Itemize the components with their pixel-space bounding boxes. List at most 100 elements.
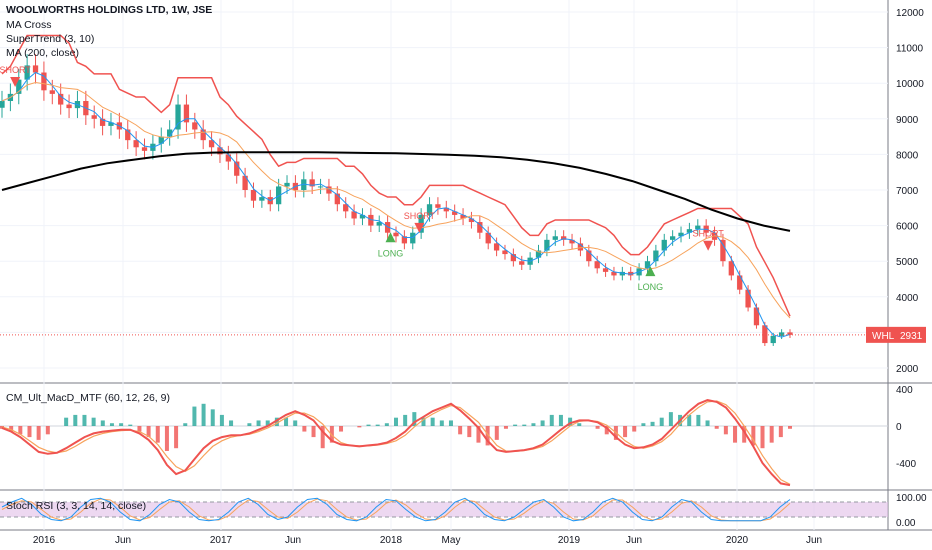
candle-body	[91, 115, 97, 119]
macd-histogram-bar	[247, 423, 252, 426]
candle-body	[502, 250, 508, 255]
macd-histogram-bar	[485, 426, 490, 446]
candle-body	[485, 232, 491, 244]
candle-body	[334, 193, 340, 205]
macd-histogram-bar	[476, 426, 481, 443]
macd-histogram-bar	[302, 426, 307, 432]
y-tick-label: 6000	[896, 222, 919, 233]
macd-histogram-bar	[723, 426, 728, 435]
candle-body	[343, 204, 349, 212]
macd-histogram-bar	[448, 420, 453, 426]
macd-histogram-bar	[742, 426, 747, 443]
candle-body	[510, 254, 517, 262]
candle-body	[493, 243, 500, 251]
macd-histogram-bar	[229, 420, 234, 426]
macd-histogram-bar	[558, 414, 563, 426]
macd-histogram-bar	[439, 420, 444, 426]
candle-body	[561, 236, 567, 240]
candle-body	[393, 232, 399, 237]
short-signal-label: SHORT	[404, 211, 436, 221]
candle-body	[628, 271, 634, 276]
candle-body	[49, 90, 55, 94]
x-tick-label: 2016	[33, 535, 56, 546]
macd-histogram-bar	[733, 426, 738, 443]
macd-histogram-bar	[274, 417, 279, 426]
candle-body	[653, 250, 659, 262]
macd-histogram-bar	[109, 423, 114, 426]
macd-histogram-bar	[604, 426, 609, 435]
candle-body	[167, 129, 173, 137]
legend-ma200[interactable]: MA (200, close)	[6, 47, 79, 59]
macd-histogram-bar	[357, 426, 362, 428]
candle-body	[317, 186, 324, 188]
candle-body	[586, 250, 592, 262]
candle-body	[778, 332, 785, 336]
candle-body	[32, 65, 39, 73]
macd-histogram-bar	[650, 421, 655, 426]
macd-histogram-bar	[467, 426, 472, 438]
macd-histogram-bar	[164, 426, 169, 451]
macd-histogram-bar	[210, 409, 215, 426]
macd-histogram-bar	[412, 412, 417, 426]
x-tick-label: 2019	[558, 535, 581, 546]
macd-histogram-bar	[155, 426, 160, 443]
macd-histogram-bar	[183, 423, 188, 426]
candle-body	[401, 236, 408, 244]
candle-body	[426, 204, 433, 215]
macd-histogram-bar	[568, 417, 573, 426]
candle-body	[259, 197, 265, 201]
macd-histogram-bar	[394, 417, 398, 426]
macd-histogram-bar	[284, 417, 289, 426]
macd-histogram-bar	[513, 424, 518, 426]
macd-histogram-bar	[375, 424, 380, 426]
candle-body	[602, 268, 609, 272]
y-tick-label: 10000	[896, 79, 924, 90]
candle-body	[468, 218, 475, 223]
macd-histogram-bar	[540, 420, 545, 426]
candle-body	[183, 104, 190, 123]
candle-body	[376, 222, 382, 226]
candle-body	[234, 161, 240, 176]
candle-body	[745, 289, 751, 308]
long-signal-marker	[385, 232, 396, 243]
macd-line	[1, 399, 791, 487]
candle-body	[594, 261, 600, 269]
macd-histogram-bar	[128, 424, 133, 426]
candle-body	[16, 79, 22, 94]
candle-body	[351, 211, 357, 219]
short-signal-label: SHORT	[0, 65, 31, 75]
macd-histogram-bar	[311, 426, 316, 438]
legend-supertrend[interactable]: SuperTrend (3, 10)	[6, 33, 95, 45]
candle-body	[58, 93, 64, 105]
macd-histogram-bar	[430, 417, 435, 426]
x-tick-label: Jun	[115, 535, 131, 546]
long-signal-label: LONG	[638, 282, 664, 292]
candle-body	[661, 239, 667, 251]
macd-histogram-bar	[769, 426, 774, 443]
candle-body	[460, 214, 466, 219]
candle-body	[552, 236, 558, 240]
candle-body	[242, 175, 248, 190]
candle-body	[133, 140, 139, 148]
chart-title: WOOLWORTHS HOLDINGS LTD, 1W, JSE	[6, 4, 213, 16]
candle-body	[443, 207, 449, 212]
macd-histogram-bar	[751, 426, 756, 446]
candle-body	[410, 232, 416, 244]
macd-histogram-bar	[174, 426, 179, 449]
short-signal-label: SHORT	[692, 229, 724, 239]
macd-pane-label[interactable]: CM_Ult_MacD_MTF (60, 12, 26, 9)	[6, 392, 170, 404]
candle-body	[108, 122, 114, 126]
short-signal-marker	[10, 76, 21, 87]
candle-body	[544, 239, 550, 251]
stoch-k-line	[1, 497, 791, 522]
macd-histogram-bar	[100, 420, 105, 426]
candle-body	[753, 307, 760, 326]
candle-body	[158, 136, 164, 144]
y-tick-label: 8000	[896, 150, 919, 161]
macd-histogram-bar	[384, 423, 389, 426]
stoch-pane-label[interactable]: Stoch RSI (3, 3, 14, 14, close)	[6, 500, 147, 512]
legend-ma-cross[interactable]: MA Cross	[6, 19, 52, 31]
ma-slow-line	[1, 81, 791, 319]
stoch-d-line	[1, 498, 791, 522]
